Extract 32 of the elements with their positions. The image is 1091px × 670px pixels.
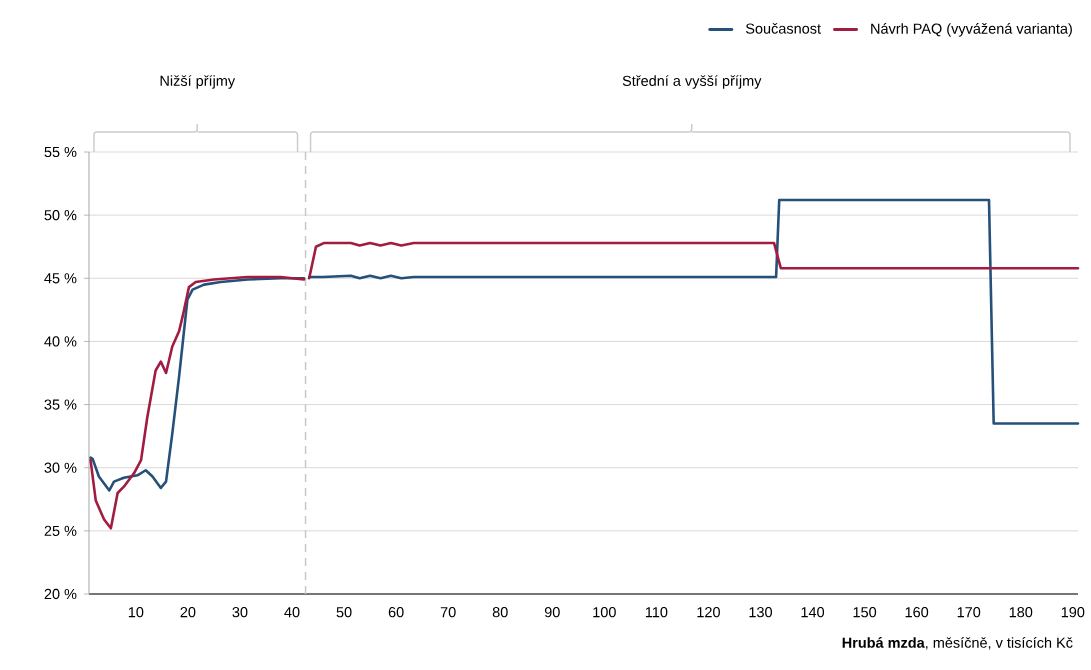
y-tick-label: 40 % [44, 336, 77, 347]
y-tick-label: 50 % [44, 210, 77, 221]
x-tick-label: 10 [128, 607, 144, 618]
x-axis-title: Hrubá mzda, měsíčně, v tisících Kč [842, 637, 1073, 650]
x-tick-label: 40 [284, 607, 300, 618]
x-tick-label: 100 [593, 607, 616, 618]
x-tick-label: 110 [645, 607, 668, 618]
x-tick-label: 150 [853, 607, 877, 618]
legend-label: Současnost [745, 23, 821, 34]
y-tick-label: 20 % [44, 588, 77, 600]
text: Nižší příjmy [160, 75, 236, 89]
x-tick-label: 130 [749, 607, 773, 618]
y-tick-label: 25 % [44, 525, 77, 536]
x-tick-label: 120 [697, 607, 720, 618]
x-tick-label: 60 [388, 607, 404, 618]
x-tick-label: 180 [1009, 607, 1033, 618]
legend-label: Návrh PAQ (vyvážená varianta) [871, 22, 1072, 37]
x-tick-label: 140 [801, 607, 825, 618]
x-tick-label: 80 [492, 607, 508, 618]
x-tick-label: 20 [180, 607, 196, 618]
y-tick-label: 55 % [44, 146, 77, 158]
x-tick-label: 70 [440, 607, 456, 618]
x-tick-label: 160 [905, 607, 929, 618]
x-tick-label: 190 [1061, 607, 1085, 618]
y-tick-label: 45 % [44, 273, 77, 284]
text: Střední a vyšší příjmy [622, 75, 762, 89]
x-tick-label: 50 [336, 607, 352, 618]
x-tick-label: 90 [544, 607, 560, 618]
y-tick-label: 30 % [44, 462, 77, 473]
x-tick-label: 30 [232, 607, 248, 618]
y-tick-label: 35 % [44, 399, 77, 410]
x-tick-label: 170 [957, 607, 981, 618]
